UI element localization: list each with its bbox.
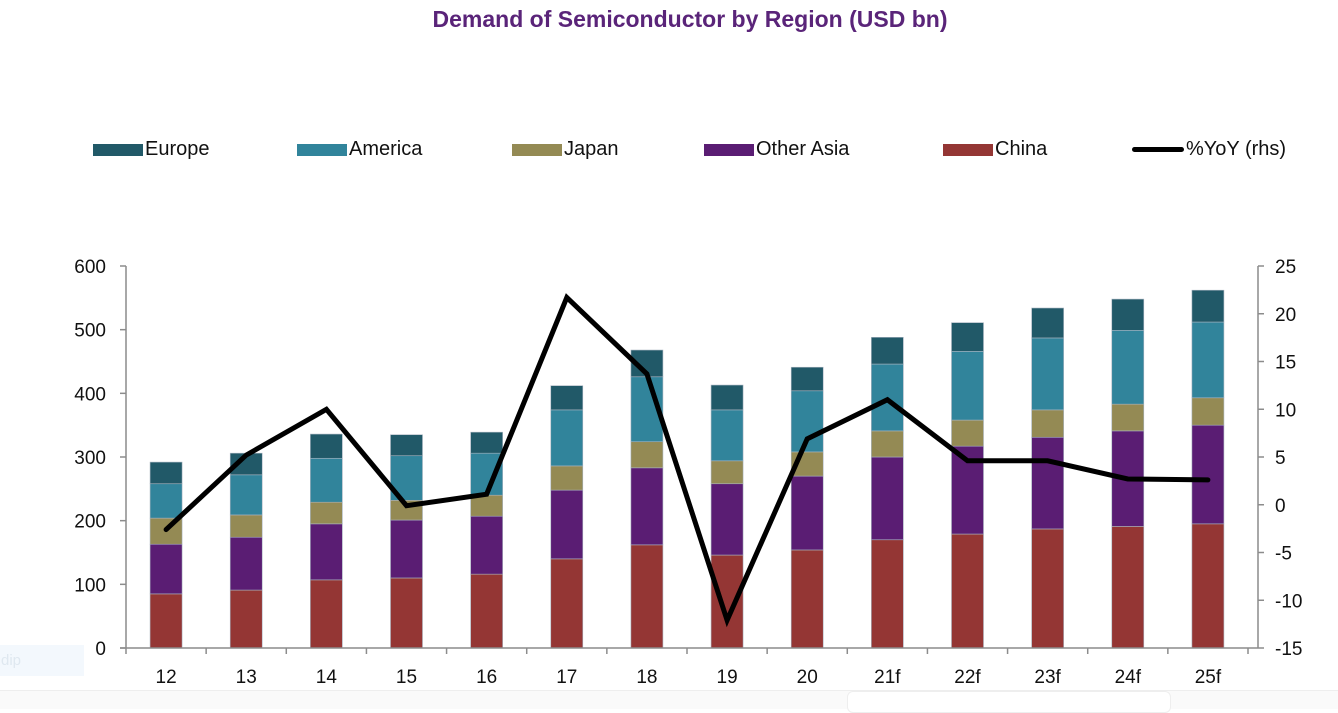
x-tick-label-12: 12: [156, 667, 177, 688]
bar-other-asia-17: [551, 490, 583, 559]
y-tick-label-right--5: -5: [1275, 544, 1292, 565]
y-tick-label-left-400: 400: [74, 384, 106, 405]
x-tick-label-13: 13: [236, 667, 257, 688]
bar-europe-16: [471, 432, 503, 453]
bar-china-13: [230, 590, 262, 648]
bar-other-asia-12: [150, 544, 182, 594]
bar-japan-25f: [1192, 398, 1224, 425]
bar-japan-18: [631, 442, 663, 468]
bar-america-13: [230, 475, 262, 515]
bar-america-12: [150, 484, 182, 518]
bar-japan-14: [310, 502, 342, 524]
x-tick-label-25f: 25f: [1195, 667, 1222, 688]
bar-america-19: [711, 410, 743, 461]
bar-europe-15: [391, 435, 423, 456]
bar-china-17: [551, 559, 583, 648]
x-tick-label-18: 18: [636, 667, 657, 688]
x-tick-label-22f: 22f: [954, 667, 981, 688]
bar-japan-22f: [952, 420, 984, 446]
ghost-text: dip: [1, 652, 21, 669]
bar-china-23f: [1032, 529, 1064, 648]
y-tick-label-left-0: 0: [95, 639, 106, 660]
bar-europe-23f: [1032, 308, 1064, 338]
x-tick-label-14: 14: [316, 667, 338, 688]
y-tick-label-left-300: 300: [74, 448, 106, 469]
bar-america-23f: [1032, 338, 1064, 410]
bar-europe-17: [551, 386, 583, 410]
bar-other-asia-20: [791, 476, 823, 550]
x-tick-label-23f: 23f: [1034, 667, 1061, 688]
bar-other-asia-16: [471, 516, 503, 574]
bar-japan-23f: [1032, 410, 1064, 437]
bar-america-14: [310, 458, 342, 502]
bar-japan-21f: [871, 431, 903, 457]
bar-china-24f: [1112, 526, 1144, 648]
bar-europe-14: [310, 434, 342, 458]
y-tick-label-right-10: 10: [1275, 400, 1296, 421]
x-tick-label-20: 20: [797, 667, 818, 688]
bar-europe-22f: [952, 323, 984, 352]
bar-other-asia-14: [310, 524, 342, 580]
bar-japan-17: [551, 466, 583, 490]
ghost-tooltip: dip: [0, 645, 84, 676]
bar-china-14: [310, 580, 342, 648]
y-tick-label-right-25: 25: [1275, 257, 1296, 278]
bar-america-25f: [1192, 322, 1224, 398]
y-tick-label-right-0: 0: [1275, 496, 1286, 517]
bar-europe-19: [711, 385, 743, 410]
bar-other-asia-13: [230, 537, 262, 590]
bar-europe-21f: [871, 337, 903, 364]
bar-america-17: [551, 410, 583, 466]
bar-other-asia-21f: [871, 457, 903, 540]
bar-europe-12: [150, 462, 182, 484]
bar-europe-24f: [1112, 299, 1144, 330]
bar-other-asia-25f: [1192, 425, 1224, 524]
bar-china-22f: [952, 534, 984, 648]
bar-america-22f: [952, 351, 984, 420]
bar-china-20: [791, 550, 823, 648]
bar-china-16: [471, 574, 503, 648]
y-tick-label-right--15: -15: [1275, 639, 1302, 660]
y-tick-label-left-100: 100: [74, 575, 106, 596]
bar-china-25f: [1192, 524, 1224, 648]
x-tick-label-24f: 24f: [1115, 667, 1142, 688]
y-tick-label-left-200: 200: [74, 512, 106, 533]
bar-china-18: [631, 545, 663, 648]
bar-china-19: [711, 555, 743, 648]
bar-other-asia-15: [391, 520, 423, 578]
x-tick-label-17: 17: [556, 667, 577, 688]
y-tick-label-right--10: -10: [1275, 591, 1302, 612]
x-tick-label-16: 16: [476, 667, 497, 688]
x-tick-label-21f: 21f: [874, 667, 901, 688]
bar-europe-25f: [1192, 290, 1224, 322]
y-tick-label-right-15: 15: [1275, 353, 1296, 374]
bar-japan-19: [711, 461, 743, 484]
bar-china-12: [150, 594, 182, 648]
bar-japan-16: [471, 495, 503, 516]
bar-china-21f: [871, 540, 903, 648]
bar-other-asia-19: [711, 484, 743, 555]
y-tick-label-left-500: 500: [74, 321, 106, 342]
x-tick-label-19: 19: [717, 667, 738, 688]
y-tick-label-right-5: 5: [1275, 448, 1286, 469]
bar-europe-20: [791, 367, 823, 391]
bottom-card: [847, 691, 1171, 713]
y-tick-label-right-20: 20: [1275, 305, 1296, 326]
bar-china-15: [391, 578, 423, 648]
y-tick-label-left-600: 600: [74, 257, 106, 278]
bar-other-asia-18: [631, 468, 663, 545]
bar-other-asia-23f: [1032, 437, 1064, 529]
bar-america-24f: [1112, 330, 1144, 404]
bar-japan-13: [230, 515, 262, 537]
bar-japan-24f: [1112, 404, 1144, 431]
x-tick-label-15: 15: [396, 667, 417, 688]
